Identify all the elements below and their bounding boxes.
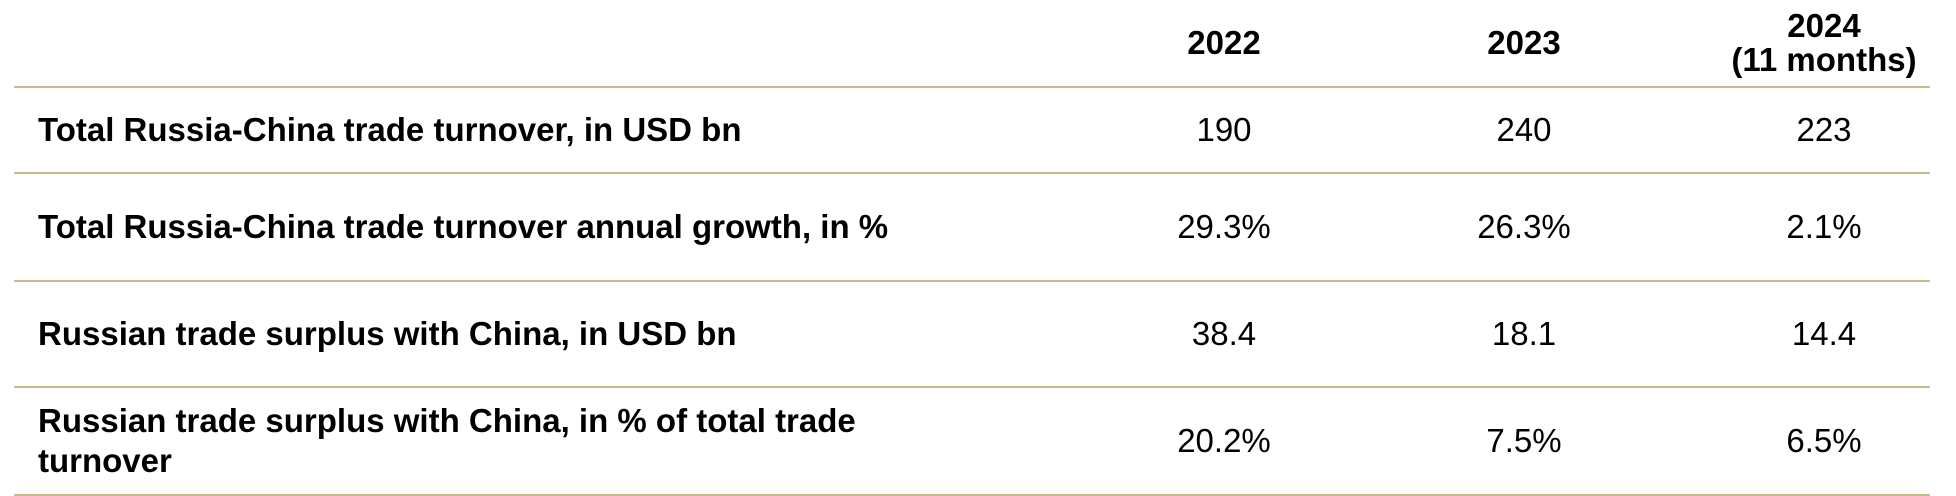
- table-cell: 6.5%: [1786, 422, 1862, 459]
- row-label: Russian trade surplus with China, in USD…: [38, 315, 737, 352]
- table-header-row: 2022 2023 2024 (11 months): [14, 0, 1930, 86]
- table-row: Russian trade surplus with China, in % o…: [14, 386, 1930, 496]
- row-label: Total Russia-China trade turnover annual…: [38, 208, 889, 245]
- table-cell: 18.1: [1491, 315, 1557, 352]
- table-cell: 20.2%: [1177, 422, 1271, 459]
- table-cell: 190: [1196, 111, 1252, 148]
- table-cell: 38.4: [1191, 315, 1257, 352]
- row-label: Total Russia-China trade turnover, in US…: [38, 111, 742, 148]
- trade-table: 2022 2023 2024 (11 months) Total Russia-…: [14, 0, 1930, 496]
- table-row: Russian trade surplus with China, in USD…: [14, 280, 1930, 386]
- column-header-2024: 2024 (11 months): [1731, 7, 1917, 78]
- table-cell: 7.5%: [1486, 422, 1562, 459]
- row-label: Russian trade surplus with China, in % o…: [38, 402, 856, 479]
- table-cell: 223: [1796, 111, 1852, 148]
- table-cell: 240: [1496, 111, 1552, 148]
- column-header-2023: 2023: [1487, 24, 1561, 61]
- table-cell: 14.4: [1791, 315, 1857, 352]
- table-row: Total Russia-China trade turnover, in US…: [14, 86, 1930, 172]
- table-cell: 2.1%: [1786, 208, 1862, 245]
- table-row: Total Russia-China trade turnover annual…: [14, 172, 1930, 280]
- table-cell: 26.3%: [1477, 208, 1571, 245]
- table-cell: 29.3%: [1177, 208, 1271, 245]
- column-header-2022: 2022: [1187, 24, 1261, 61]
